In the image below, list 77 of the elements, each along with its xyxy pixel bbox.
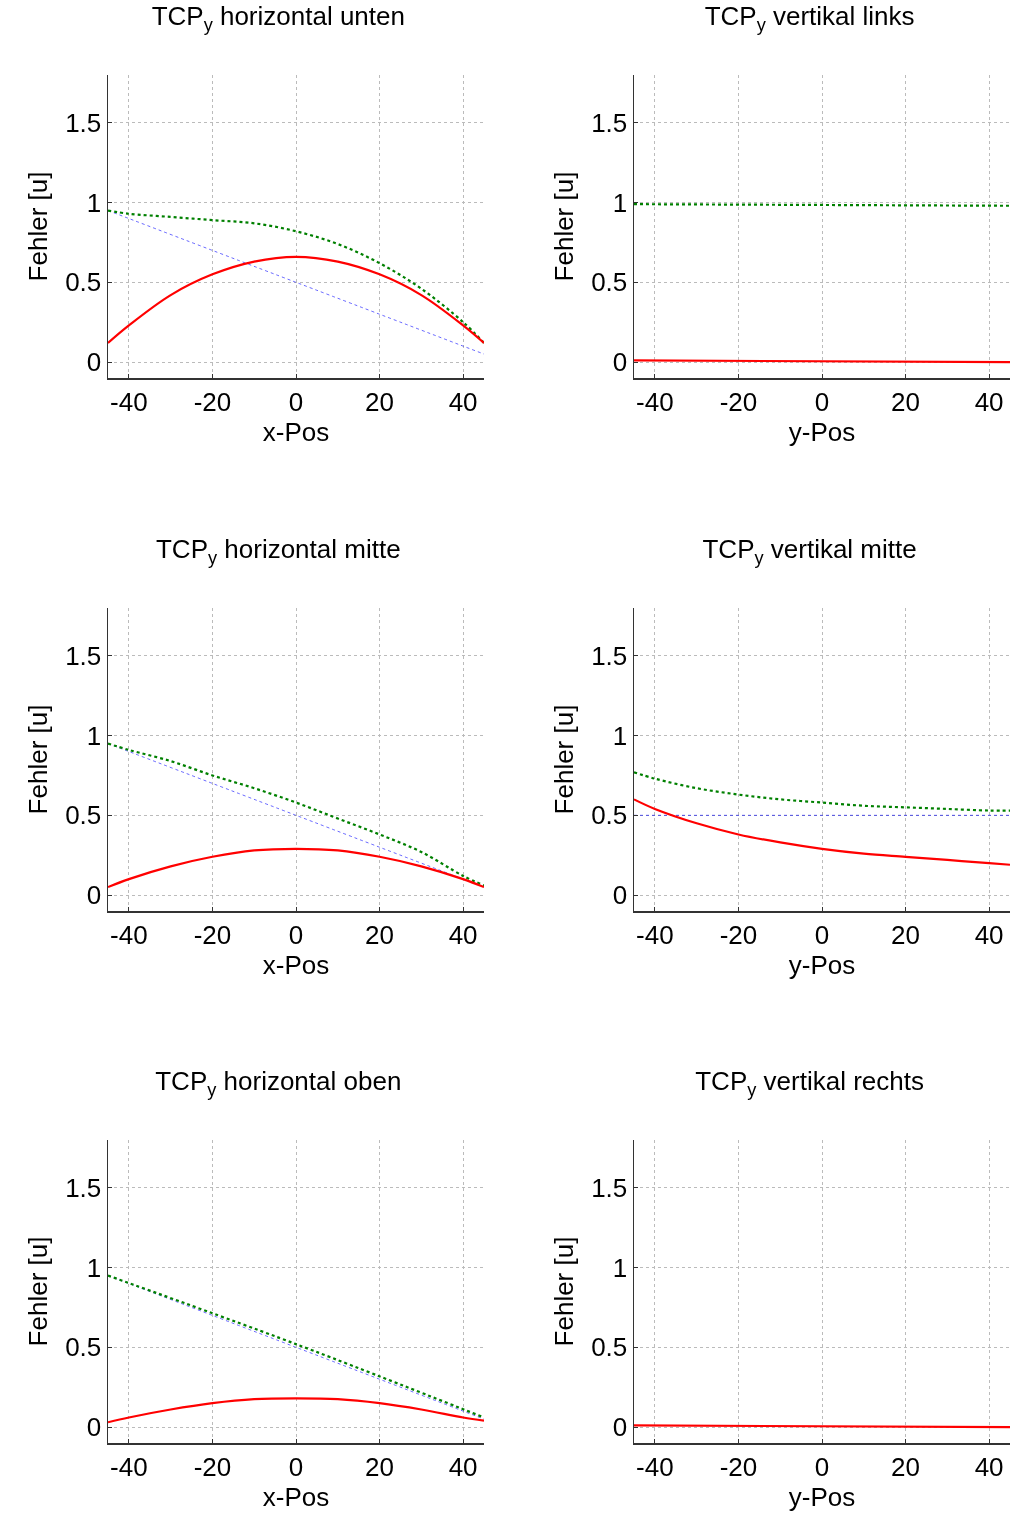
x-tick-label: 40 [448,386,478,417]
y-tick-label: 1 [612,1252,628,1283]
y-tick-label: 0.5 [65,799,102,830]
y-tick-label: 1.5 [591,640,628,671]
x-axis-title: y-Pos [788,416,856,447]
line-series [108,255,484,345]
y-axis-title: Fehler [u] [22,1236,53,1347]
y-tick-label: 0.5 [65,1332,102,1363]
y-tick-label: 1 [86,1252,102,1283]
x-axis-title: y-Pos [788,949,856,980]
x-tick-label: -40 [636,919,674,950]
x-tick-label: 20 [365,386,395,417]
x-tick-label: -20 [719,386,758,417]
x-tick-label: 0 [288,386,304,417]
chart-title: TCP$_{y}$ vertikal links [704,1,915,35]
x-tick-label: -20 [193,1451,232,1482]
x-tick-label: -20 [193,919,232,950]
y-axis-title: Fehler [u] [22,171,53,282]
y-tick-label: 0.5 [591,799,628,830]
y-tick-label: 1 [86,720,102,751]
chart-title: TCP$_{y}$ vertikal mitte [702,533,917,568]
y-tick-label: 0 [86,1412,102,1443]
x-tick-label: -20 [193,386,232,417]
y-tick-label: 0 [86,879,102,910]
line-series [634,797,1010,866]
y-tick-label: 1.5 [65,107,102,138]
line-series [634,770,1010,812]
x-tick-label: 40 [974,919,1004,950]
x-tick-label: 0 [288,1451,304,1482]
x-axis-title: y-Pos [788,1481,856,1512]
x-tick-label: 0 [288,919,304,950]
x-tick-label: 40 [974,1451,1004,1482]
x-tick-label: 0 [814,386,830,417]
x-tick-label: 20 [365,1451,395,1482]
y-tick-label: 0 [612,879,628,910]
y-tick-label: 0 [86,347,102,378]
y-tick-label: 1.5 [591,107,628,138]
y-tick-label: 1.5 [65,1172,102,1203]
chart-title: TCP$_{y}$ horizontal unten [151,1,405,35]
x-axis-title: x-Pos [262,1481,330,1512]
line-series [108,847,484,888]
y-tick-label: 1 [86,187,102,218]
x-axis-title: x-Pos [262,416,330,447]
x-tick-label: 40 [448,1451,478,1482]
x-tick-label: -20 [719,1451,758,1482]
x-tick-label: -40 [636,386,674,417]
y-axis-title: Fehler [u] [548,171,579,282]
y-axis-title: Fehler [u] [22,704,53,814]
x-tick-label: 20 [365,919,395,950]
y-tick-label: 1.5 [65,640,102,671]
y-axis-title: Fehler [u] [548,1236,579,1347]
chart-title: TCP$_{y}$ horizontal oben [155,1066,402,1100]
x-tick-label: 20 [891,1451,921,1482]
y-axis-title: Fehler [u] [548,704,579,814]
chart-title: TCP$_{y}$ vertikal rechts [695,1066,924,1100]
x-tick-label: 20 [891,386,921,417]
x-tick-label: -40 [110,386,148,417]
y-tick-label: 0 [612,1412,628,1443]
y-tick-label: 1.5 [591,1172,628,1203]
line-series [108,1397,484,1424]
x-tick-label: -40 [110,919,148,950]
x-tick-label: 40 [448,919,478,950]
x-tick-label: -40 [636,1451,674,1482]
x-axis-title: x-Pos [262,949,330,980]
y-tick-label: 1 [612,720,628,751]
y-tick-label: 1 [612,187,628,218]
chart-title: TCP$_{y}$ horizontal mitte [155,533,401,568]
y-tick-label: 0.5 [65,267,102,298]
y-tick-label: 0 [612,347,628,378]
x-tick-label: 0 [814,1451,830,1482]
x-tick-label: 0 [814,919,830,950]
y-tick-label: 0.5 [591,1332,628,1363]
x-tick-label: -40 [110,1451,148,1482]
x-tick-label: 40 [974,386,1004,417]
x-tick-label: -20 [719,919,758,950]
y-tick-label: 0.5 [591,267,628,298]
x-tick-label: 20 [891,919,921,950]
